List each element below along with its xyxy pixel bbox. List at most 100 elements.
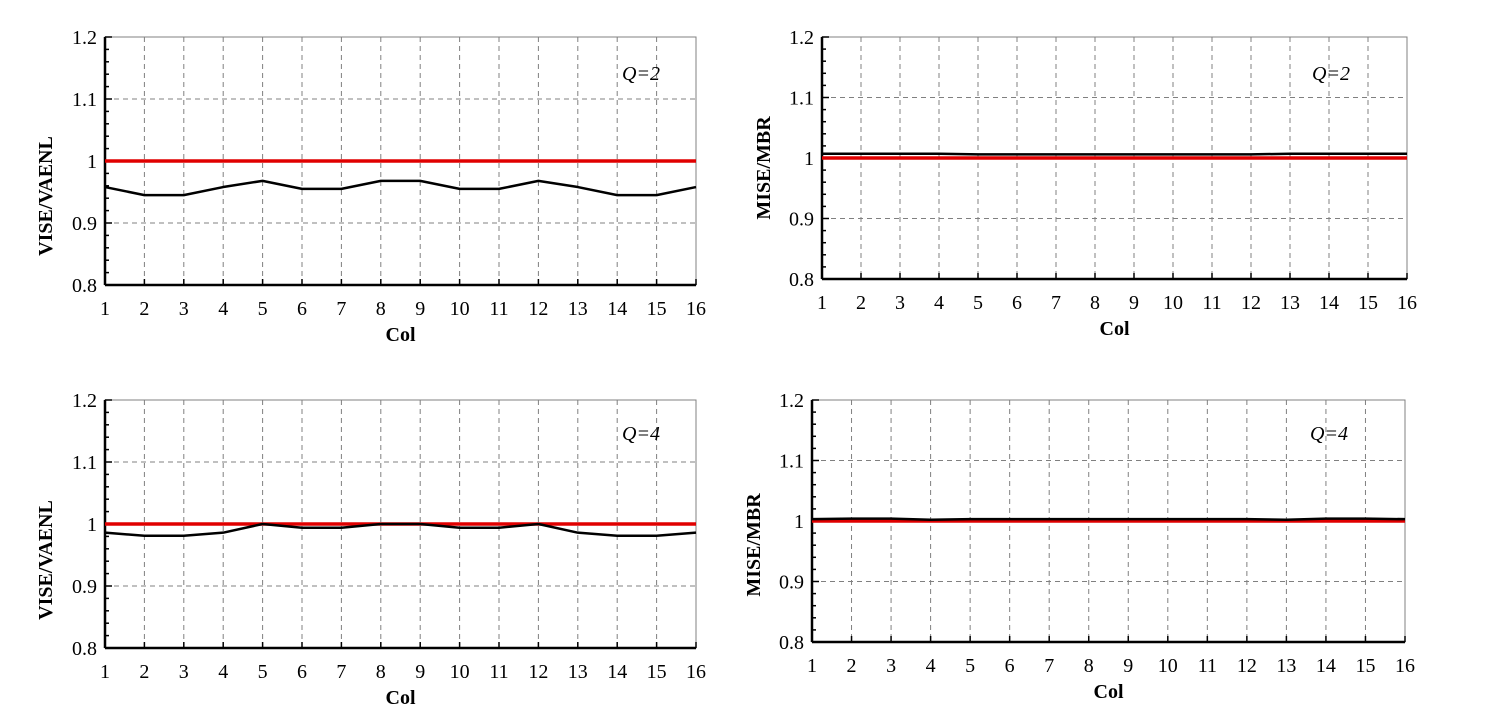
x-tick-label: 16 [1395, 655, 1415, 677]
x-tick-label: 7 [336, 298, 346, 320]
y-axis-label: MISE/MBR [743, 493, 765, 597]
y-tick-label: 0.8 [72, 638, 97, 660]
y-axis-label: VISE/VAENL [35, 500, 57, 620]
x-tick-label: 8 [1090, 292, 1100, 314]
x-tick-label: 2 [139, 661, 149, 683]
y-tick-label: 0.9 [779, 572, 804, 594]
x-tick-label: 3 [886, 655, 896, 677]
x-tick-label: 2 [856, 292, 866, 314]
y-tick-label: 0.8 [72, 275, 97, 297]
x-tick-label: 1 [807, 655, 817, 677]
x-tick-label: 5 [258, 661, 268, 683]
series-line [822, 154, 1407, 155]
x-tick-label: 10 [450, 298, 470, 320]
x-tick-label: 3 [179, 298, 189, 320]
series-line [105, 181, 696, 195]
x-tick-label: 10 [450, 661, 470, 683]
x-tick-label: 2 [139, 298, 149, 320]
x-tick-label: 12 [528, 661, 548, 683]
series-line [105, 524, 696, 536]
x-axis-label: Col [386, 324, 416, 346]
y-tick-label: 1.2 [72, 390, 97, 412]
y-tick-label: 1.1 [779, 451, 804, 473]
x-tick-label: 15 [1355, 655, 1375, 677]
x-tick-label: 16 [1397, 292, 1417, 314]
x-tick-label: 11 [1202, 292, 1221, 314]
x-tick-label: 13 [1276, 655, 1296, 677]
x-tick-label: 16 [686, 661, 706, 683]
y-tick-label: 1 [804, 148, 814, 170]
y-axis-label: MISE/MBR [753, 116, 775, 220]
x-axis-label: Col [386, 687, 416, 709]
x-tick-label: 7 [1044, 655, 1054, 677]
y-tick-label: 1 [794, 511, 804, 533]
x-tick-label: 9 [415, 298, 425, 320]
x-tick-label: 12 [1237, 655, 1257, 677]
x-tick-label: 11 [1198, 655, 1217, 677]
x-tick-label: 5 [965, 655, 975, 677]
x-tick-label: 3 [179, 661, 189, 683]
x-tick-label: 15 [1358, 292, 1378, 314]
x-tick-label: 9 [1123, 655, 1133, 677]
chart-annotation: Q=4 [622, 423, 660, 445]
chart-annotation: Q=2 [1312, 63, 1350, 85]
x-tick-label: 6 [1012, 292, 1022, 314]
x-tick-label: 8 [1084, 655, 1094, 677]
x-tick-label: 7 [1051, 292, 1061, 314]
x-tick-label: 14 [607, 298, 627, 320]
x-tick-label: 14 [1319, 292, 1339, 314]
x-tick-label: 1 [100, 298, 110, 320]
x-tick-label: 6 [1005, 655, 1015, 677]
y-tick-label: 1 [87, 151, 97, 173]
x-tick-label: 13 [568, 661, 588, 683]
x-tick-label: 12 [528, 298, 548, 320]
x-tick-label: 15 [647, 298, 667, 320]
y-tick-label: 0.9 [72, 576, 97, 598]
x-tick-label: 11 [489, 661, 508, 683]
y-tick-label: 1.2 [789, 27, 814, 49]
x-tick-label: 6 [297, 298, 307, 320]
x-tick-label: 12 [1241, 292, 1261, 314]
x-tick-label: 10 [1158, 655, 1178, 677]
x-tick-label: 13 [1280, 292, 1300, 314]
x-tick-label: 11 [489, 298, 508, 320]
x-tick-label: 9 [1129, 292, 1139, 314]
y-tick-label: 0.9 [72, 213, 97, 235]
x-tick-label: 16 [686, 298, 706, 320]
y-tick-label: 1.2 [72, 27, 97, 49]
x-tick-label: 4 [218, 661, 228, 683]
y-tick-label: 1.1 [789, 88, 814, 110]
x-tick-label: 7 [336, 661, 346, 683]
x-tick-label: 8 [376, 661, 386, 683]
x-axis-label: Col [1100, 318, 1130, 340]
x-tick-label: 9 [415, 661, 425, 683]
chart-annotation: Q=4 [1310, 423, 1348, 445]
y-tick-label: 1 [87, 514, 97, 536]
x-axis-label: Col [1094, 681, 1124, 703]
x-tick-label: 2 [847, 655, 857, 677]
y-tick-label: 1.2 [779, 390, 804, 412]
y-tick-label: 0.8 [779, 632, 804, 654]
y-tick-label: 1.1 [72, 89, 97, 111]
x-tick-label: 6 [297, 661, 307, 683]
x-tick-label: 1 [817, 292, 827, 314]
x-tick-label: 3 [895, 292, 905, 314]
x-tick-label: 4 [934, 292, 944, 314]
x-tick-label: 14 [607, 661, 627, 683]
x-tick-label: 1 [100, 661, 110, 683]
x-tick-label: 8 [376, 298, 386, 320]
y-tick-label: 0.8 [789, 269, 814, 291]
y-axis-label: VISE/VAENL [35, 136, 57, 256]
y-tick-label: 0.9 [789, 209, 814, 231]
x-tick-label: 10 [1163, 292, 1183, 314]
x-tick-label: 15 [647, 661, 667, 683]
x-tick-label: 4 [218, 298, 228, 320]
